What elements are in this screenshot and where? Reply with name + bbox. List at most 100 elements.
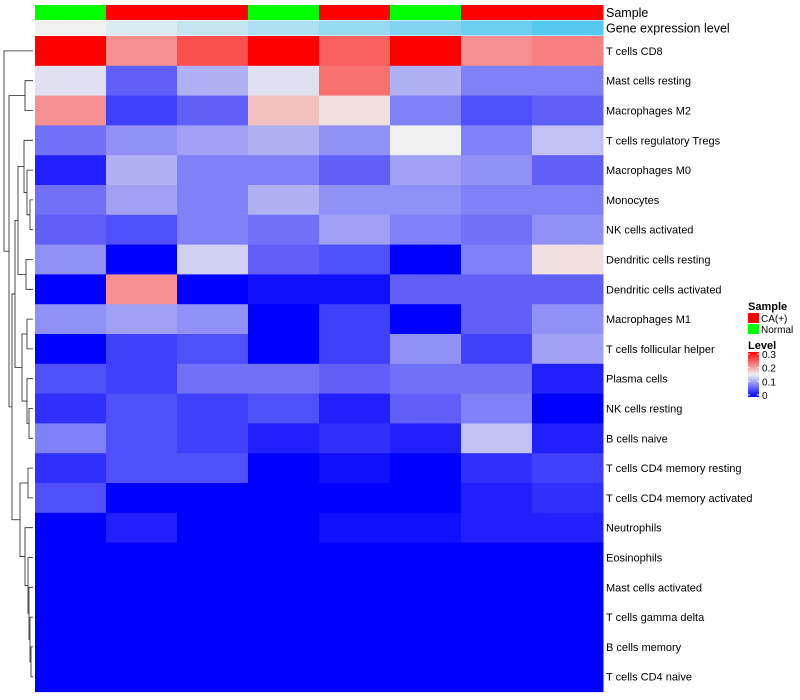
dendrogram-branch [30,646,33,678]
sample-annotation-cell [532,5,604,20]
heatmap-cell [106,661,178,693]
heatmap-cell [106,602,178,633]
heatmap-cell [248,572,320,603]
row-label: B cells memory [606,642,682,654]
legend-sample-swatch [748,324,759,334]
heatmap-cell [390,95,462,126]
heatmap-cell [177,244,249,275]
heatmap-cell [177,542,249,573]
heatmap-cell [248,512,320,544]
row-label: T cells regulatory Tregs [606,135,721,147]
legend-sample-label: Normal [761,325,793,336]
annotation-tracks: Sample Gene expression level [35,5,730,36]
heatmap-cells [35,36,604,693]
heatmap-cell [35,602,107,633]
heatmap-cell [177,572,249,603]
heatmap-cell [248,661,320,693]
row-label: Dendritic cells activated [606,284,722,296]
dendrogram-branch [17,165,26,275]
row-label: Mast cells resting [606,76,691,88]
heatmap-cell [177,423,249,454]
sample-annotation-cell [248,5,320,20]
heatmap-cell [177,214,249,246]
heatmap-cell [319,363,391,395]
heatmap-cell [35,65,107,97]
heatmap-cell [35,304,107,335]
heatmap-cell [35,512,107,544]
legend-sample-title: Sample [748,301,787,313]
row-label: T cells follicular helper [606,344,715,356]
row-dendrogram [3,50,33,678]
dendrogram-branch [25,259,33,290]
legend-sample-label: CA(+) [761,314,787,325]
heatmap-cell [35,542,107,573]
expression-annotation-cell [532,20,604,36]
heatmap-cell [532,661,604,693]
expression-annotation-cell [35,20,107,36]
dendrogram-branch [21,333,27,402]
sample-annotation-cell [106,5,178,20]
heatmap-cell [532,423,604,454]
heatmap-cell [461,572,533,603]
heatmap-cell [319,602,391,633]
heatmap-cell [319,483,391,514]
heatmap-cell [390,244,462,275]
row-label: T cells CD4 naive [606,672,692,684]
row-label: Monocytes [606,195,660,207]
dendrogram-root [3,50,33,252]
heatmap-cell [461,602,533,633]
heatmap-cell [177,393,249,424]
dendrogram-branch [23,139,33,193]
heatmap-cell [319,65,391,97]
heatmap-cell [532,214,604,246]
row-label: T cells CD4 memory resting [606,463,742,475]
row-label: Macrophages M1 [606,314,691,326]
heatmap-cell [461,155,533,186]
heatmap-cell [177,334,249,365]
sample-annotation-cell [390,5,462,20]
heatmap-cell [532,95,604,126]
heatmap-cell [461,304,533,335]
heatmap-cell [390,661,462,693]
heatmap-cell [532,363,604,395]
heatmap-cell [390,542,462,573]
heatmap-cell [106,304,178,335]
heatmap-cell [319,512,391,544]
heatmap-cell [319,423,391,454]
heatmap-cell [106,542,178,573]
row-label: Neutrophils [606,523,662,535]
heatmap-cell [390,632,462,663]
heatmap-cell [390,274,462,305]
heatmap-cell [35,185,107,216]
heatmap-cell [319,572,391,603]
dendrogram-branch [26,378,33,424]
heatmap-cell [319,244,391,275]
heatmap-cell [319,453,391,484]
heatmap-cell [106,95,178,126]
heatmap-cell [532,65,604,97]
dendrogram-branch [24,527,33,586]
dendrogram-branch [28,408,33,439]
heatmap-cell [35,423,107,454]
dendrogram-branch [26,318,33,350]
heatmap-cell [532,155,604,186]
heatmap-cell [319,334,391,365]
heatmap-cell [319,661,391,693]
heatmap-cell [461,274,533,305]
dendrogram-branch [29,616,33,663]
dendrogram-branch [27,467,33,499]
heatmap-cell [532,334,604,365]
heatmap-cell [35,244,107,275]
heatmap-cell [106,36,178,67]
heatmap-cell [461,512,533,544]
heatmap-cell [106,483,178,514]
legend-sample-swatch [748,313,759,323]
heatmap-cell [35,363,107,395]
heatmap-cell [35,214,107,246]
heatmap-cell [35,453,107,484]
sample-annotation-cell [319,5,391,20]
heatmap-cell [106,155,178,186]
heatmap-cell [248,244,320,275]
dendrogram-branch [14,219,22,368]
heatmap-cell [35,95,107,126]
